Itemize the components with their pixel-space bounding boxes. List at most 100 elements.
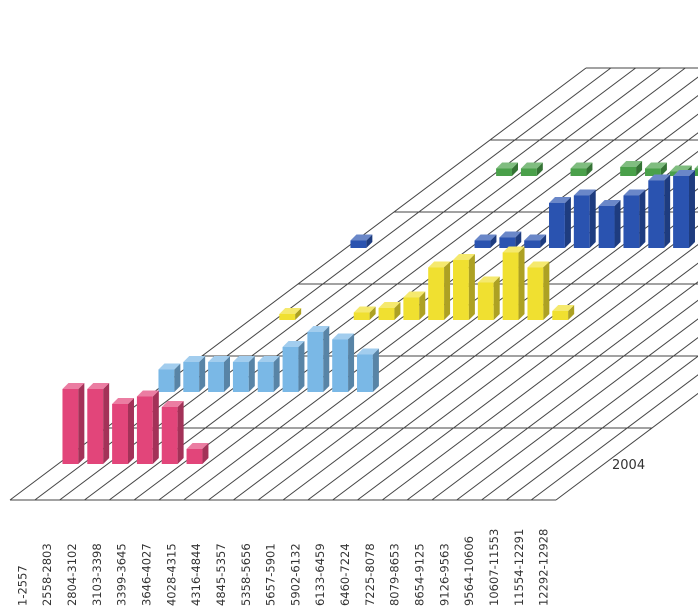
bar-side — [273, 356, 280, 392]
bar-top — [428, 261, 451, 268]
bar-top — [208, 356, 230, 362]
bar-2007-5657-5901 — [598, 200, 621, 248]
category-label: 4028-4315 — [164, 543, 178, 606]
bar-front — [208, 362, 224, 392]
bar-side — [493, 276, 500, 320]
bar-top — [62, 383, 85, 389]
bar-front — [62, 389, 79, 464]
bar-front — [552, 311, 569, 320]
bar-top — [694, 165, 698, 169]
bar-top — [403, 291, 426, 298]
category-label: 12292-12928 — [537, 529, 551, 606]
bar-2005-4028-4315 — [307, 326, 330, 392]
bar-side — [586, 162, 593, 176]
bar-front — [474, 240, 491, 248]
bar-side — [298, 341, 305, 392]
bar-top — [161, 401, 184, 407]
bar-front — [332, 339, 349, 392]
bar-top — [524, 234, 547, 241]
bar-front — [112, 404, 128, 464]
grid-column-line — [108, 67, 686, 501]
bar-side — [127, 398, 134, 464]
bar-top — [520, 162, 543, 169]
bar-2005-3399-3645 — [257, 356, 280, 392]
category-label: 6133-6459 — [313, 543, 327, 606]
bar-2007-4028-4315 — [499, 231, 522, 248]
bar-2006-6133-6459 — [552, 305, 575, 320]
bar-top — [623, 189, 646, 196]
bar-2006-4845-5357 — [453, 254, 475, 320]
grid-column-line — [133, 76, 698, 501]
bar-top — [158, 363, 181, 370]
bar-side — [536, 162, 543, 176]
bar-top — [620, 161, 643, 167]
bar-side — [295, 308, 302, 320]
bar-side — [199, 356, 206, 392]
bar-front — [502, 252, 519, 320]
year-labels: 200420052006200720082009 — [612, 458, 645, 473]
bar-top — [570, 162, 593, 169]
bar-2006-5902-6132 — [527, 261, 550, 320]
bar-2008-2804-3102 — [496, 162, 518, 176]
bar-side — [152, 390, 159, 464]
bar-2004-3399-3645 — [161, 401, 184, 464]
bar-2007-5358-5656 — [573, 189, 596, 248]
bar-side — [664, 174, 671, 248]
bar-side — [564, 197, 571, 248]
category-labels: 1-2557 2558-2803 2804-3102 3103-3398 3399-36… — [15, 529, 550, 606]
bar-top — [499, 231, 522, 238]
category-label: 5358-5656 — [239, 543, 253, 606]
bar-2004-3646-4027 — [186, 443, 209, 464]
bar-front — [158, 369, 175, 392]
bar-top — [378, 302, 401, 308]
bar-front — [350, 240, 367, 248]
bar-side — [174, 363, 181, 392]
bar-front — [673, 176, 689, 248]
bar-side — [543, 261, 550, 320]
bar-front — [136, 396, 153, 464]
bar-top — [648, 174, 671, 181]
bar-side — [366, 234, 373, 248]
bar-side — [660, 162, 667, 176]
bar-front — [378, 308, 395, 320]
category-label: 1-2557 — [15, 565, 29, 606]
bar-2008-3646-4027 — [570, 162, 593, 176]
bar-2006-4028-4315 — [403, 291, 426, 320]
bar-side — [369, 306, 376, 320]
category-label: 3399-3645 — [115, 543, 129, 606]
bar-2005-3103-3398 — [232, 356, 255, 392]
bar-top — [87, 383, 110, 389]
grid-column-line — [506, 355, 698, 501]
category-label: 4845-5357 — [214, 543, 228, 606]
category-label: 6460-7224 — [338, 543, 352, 606]
bar-top — [474, 234, 497, 241]
bar-side — [568, 305, 575, 320]
bar-front — [87, 389, 104, 464]
bar-side — [444, 261, 451, 320]
bar-top — [573, 189, 596, 196]
bar-top — [332, 333, 355, 340]
category-label: 5657-5901 — [264, 543, 278, 606]
bar-front — [403, 297, 420, 320]
bar-top — [357, 348, 379, 355]
bar-front — [499, 237, 516, 248]
bar-top — [136, 390, 159, 397]
bar-2007-6460-7224 — [673, 170, 695, 248]
bar-2008-4845-5357 — [645, 162, 667, 176]
bar-2005-2558-2803 — [183, 356, 206, 392]
bar-side — [372, 348, 379, 392]
bar-2005-4845-5357 — [357, 348, 379, 392]
bar-2004-2558-2803 — [87, 383, 110, 464]
grid-column-line — [307, 206, 698, 501]
bar-top — [350, 234, 373, 241]
bar-side — [518, 246, 525, 320]
year-label: 2004 — [612, 458, 645, 473]
bar-side — [614, 200, 621, 248]
category-label: 2804-3102 — [65, 543, 79, 606]
bar-front — [282, 347, 299, 392]
grid-column-line — [431, 299, 698, 501]
bar-front — [183, 362, 200, 392]
bar-front — [232, 362, 249, 392]
grid-column-line — [357, 243, 698, 501]
